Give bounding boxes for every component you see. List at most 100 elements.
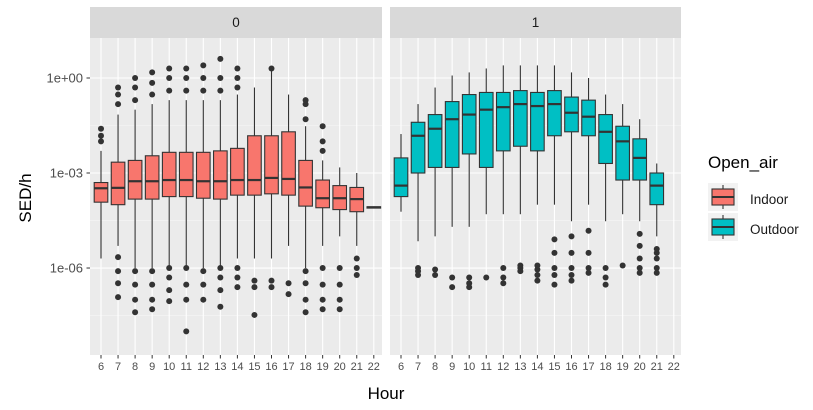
box-hour-17 — [281, 94, 296, 298]
outlier-point — [132, 268, 139, 275]
outlier-point — [483, 274, 490, 281]
box-hour-10 — [461, 72, 477, 291]
y-axis-label: SED/h — [16, 173, 35, 222]
outlier-point — [353, 255, 360, 262]
x-tick-label: 14 — [231, 361, 243, 373]
x-tick-label: 10 — [463, 361, 475, 373]
box-iqr — [127, 159, 143, 200]
box-hour-9 — [444, 75, 460, 291]
x-tick-label: 11 — [481, 361, 492, 373]
outlier-point — [500, 280, 507, 287]
x-tick-label: 7 — [415, 361, 421, 373]
outlier-point — [217, 75, 224, 81]
box-hour-13 — [512, 65, 528, 275]
box-hour-21 — [349, 173, 365, 279]
outlier-point — [568, 265, 575, 272]
box-iqr — [632, 138, 648, 181]
outlier-point — [115, 84, 122, 91]
box-hour-11 — [478, 68, 494, 281]
x-tick-label: 7 — [115, 361, 121, 373]
outlier-point — [534, 272, 541, 279]
outlier-point — [234, 265, 241, 272]
box-iqr — [512, 90, 528, 147]
outlier-point — [98, 132, 104, 139]
x-tick-label: 19 — [317, 361, 329, 373]
box-iqr — [178, 151, 194, 198]
box-iqr — [247, 135, 262, 196]
box-iqr — [598, 114, 613, 165]
outlier-point — [132, 296, 139, 303]
facet-strip — [390, 7, 681, 38]
x-tick-label: 15 — [248, 361, 260, 373]
box-hour-12 — [495, 65, 511, 287]
box-iqr — [213, 150, 228, 200]
legend-label-indoor: Indoor — [750, 192, 789, 207]
outlier-point — [115, 101, 122, 108]
box-iqr — [564, 96, 579, 133]
box-hour-16 — [564, 72, 579, 284]
outlier-point — [132, 309, 139, 316]
outlier-point — [585, 269, 592, 276]
outlier-point — [200, 268, 207, 275]
outlier-point — [336, 296, 343, 303]
outlier-point — [285, 291, 292, 298]
outlier-point — [319, 138, 326, 145]
x-tick-label: 18 — [599, 361, 611, 373]
outlier-point — [636, 255, 643, 262]
box-hour-9 — [144, 69, 160, 313]
outlier-point — [115, 91, 122, 98]
outlier-point — [183, 75, 190, 81]
x-tick-label: 13 — [214, 361, 226, 373]
outlier-point — [636, 230, 643, 237]
outlier-point — [251, 277, 258, 284]
outlier-point — [602, 281, 609, 288]
x-tick-label: 10 — [163, 361, 175, 373]
box-hour-13 — [213, 55, 228, 310]
x-tick-label: 17 — [582, 361, 594, 373]
box-iqr — [110, 161, 126, 206]
outlier-point — [115, 280, 122, 287]
outlier-point — [568, 272, 575, 279]
outlier-point — [132, 75, 139, 81]
box-iqr — [615, 125, 630, 181]
outlier-point — [132, 97, 139, 104]
box-hour-21 — [649, 163, 665, 276]
outlier-point — [166, 65, 173, 72]
outlier-point — [319, 296, 326, 303]
x-tick-label: 20 — [634, 361, 646, 373]
legend-label-outdoor: Outdoor — [750, 222, 799, 237]
outlier-point — [166, 87, 173, 94]
outlier-point — [234, 65, 241, 72]
box-iqr — [315, 179, 331, 209]
box-iqr — [264, 135, 279, 195]
box-iqr — [298, 159, 313, 207]
outlier-point — [200, 75, 207, 81]
box-hour-22 — [366, 206, 382, 209]
box-hour-10 — [161, 65, 177, 305]
x-tick-label: 15 — [548, 361, 560, 373]
x-tick-label: 12 — [197, 361, 209, 373]
box-hour-8 — [427, 87, 443, 279]
box-hour-18 — [298, 97, 313, 316]
outlier-point — [551, 281, 558, 288]
outlier-point — [234, 284, 241, 291]
outlier-point — [183, 65, 190, 72]
outlier-point — [166, 274, 173, 281]
x-tick-label: 14 — [531, 361, 543, 373]
outlier-point — [551, 265, 558, 272]
x-tick-label: 17 — [282, 361, 294, 373]
outlier-point — [319, 281, 326, 288]
box-hour-20 — [332, 167, 348, 313]
outlier-point — [619, 262, 626, 269]
box-iqr — [230, 147, 245, 196]
panel-background — [390, 38, 681, 355]
outlier-point — [115, 294, 122, 301]
outlier-point — [166, 287, 173, 294]
x-tick-label: 22 — [368, 361, 380, 373]
outlier-point — [636, 269, 643, 276]
outlier-point — [183, 87, 190, 94]
box-iqr — [93, 181, 109, 203]
outlier-point — [568, 249, 575, 256]
